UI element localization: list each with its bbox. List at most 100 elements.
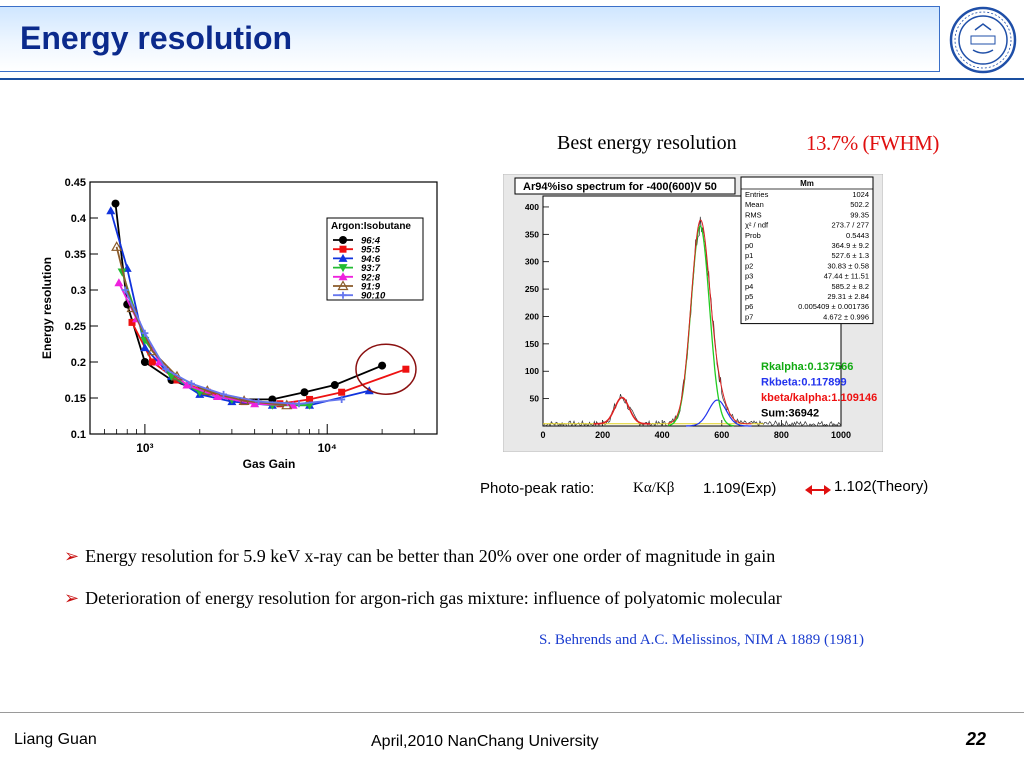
stats-value: 364.9 ± 9.2 — [832, 241, 869, 250]
y-tick-label: 0.3 — [71, 285, 86, 297]
x-tick-label: 400 — [655, 430, 670, 440]
x-tick-label: 0 — [540, 430, 545, 440]
data-point — [338, 253, 348, 262]
y-tick-label: 0.45 — [65, 177, 86, 189]
bullet-item: ➢ Energy resolution for 5.9 keV x-ray can… — [64, 546, 775, 567]
plot-frame — [89, 181, 438, 435]
stats-value: 527.6 ± 1.3 — [832, 251, 869, 260]
stats-value: 4.672 ± 0.996 — [823, 312, 869, 321]
kalpha-fit — [668, 225, 734, 427]
x-tick-label: 800 — [774, 430, 789, 440]
data-point — [111, 241, 123, 251]
y-tick-label: 350 — [525, 229, 539, 239]
total-fit — [668, 219, 752, 425]
stats-value: 0.005409 ± 0.001736 — [798, 302, 869, 311]
bullet-text: Energy resolution for 5.9 keV x-ray can … — [85, 546, 776, 566]
escape-peak-fit — [593, 396, 651, 425]
ratio-theory: 1.102(Theory) — [834, 478, 929, 495]
stats-key: p0 — [745, 241, 753, 250]
data-point — [187, 380, 195, 388]
stats-value: 1024 — [852, 190, 869, 199]
stats-value: 0.5443 — [846, 231, 869, 240]
data-point — [238, 395, 250, 405]
energy-resolution-chart: 0.1 0.15 0.2 0.25 0.3 0.35 0.4 0.45 10³ 10⁴ Gas Ga… — [37, 170, 443, 470]
data-point — [378, 361, 387, 370]
chart-legend: Argon:Isobutane 96:495:594:693:792:891:99… — [326, 217, 424, 302]
highlight-ellipse — [355, 343, 417, 395]
data-point — [330, 381, 339, 390]
stats-value: 273.7 / 277 — [831, 221, 869, 230]
bullet-arrow-icon: ➢ — [64, 546, 80, 566]
data-point — [306, 395, 314, 403]
fit-annotation: Rkalpha:0.137566 — [761, 361, 853, 373]
bullet-arrow-icon: ➢ — [64, 588, 80, 608]
data-point — [162, 365, 170, 373]
ratio-experimental: 1.109(Exp) — [703, 480, 777, 497]
data-point — [212, 392, 222, 401]
stats-key: Entries — [745, 190, 769, 199]
stats-key: p3 — [745, 272, 753, 281]
data-point — [338, 272, 348, 281]
stats-value: 99.35 — [850, 210, 869, 219]
data-point — [126, 302, 138, 313]
legend-entry: 90:10 — [361, 291, 386, 302]
legend-entry: 93:7 — [361, 263, 381, 274]
legend-entry: 91:9 — [361, 282, 381, 293]
double-arrow-icon — [805, 485, 831, 495]
spectrum-chart: Ar94%iso spectrum for -400(600)V 50 50 100… — [503, 174, 883, 452]
stats-value: 30.83 ± 0.58 — [827, 261, 869, 270]
x-axis-label: Gas Gain — [243, 457, 296, 470]
stats-key: Prob — [745, 231, 761, 240]
stats-box: Mm Entries 1024 Mean 502.2 RMS 99.35 χ² / ndf 27… — [740, 176, 874, 325]
y-tick-label: 250 — [525, 284, 539, 294]
data-point — [182, 380, 192, 389]
stats-key: χ² / ndf — [745, 221, 769, 230]
stats-frame — [740, 176, 874, 325]
slide-title: Energy resolution — [20, 20, 293, 56]
chart-background — [37, 170, 443, 470]
x-tick-label: 10⁴ — [318, 441, 337, 455]
bullet-item: ➢ Deterioration of energy resolution for … — [64, 588, 782, 609]
university-seal-icon — [949, 6, 1017, 74]
stats-key: p7 — [745, 312, 753, 321]
stats-key: Mean — [745, 200, 764, 209]
y-tick-label: 150 — [525, 339, 539, 349]
data-point — [128, 318, 136, 326]
data-point — [114, 278, 124, 287]
footer-author: Liang Guan — [14, 731, 97, 748]
data-point — [255, 398, 263, 406]
y-tick-label: 0.25 — [65, 321, 86, 333]
data-point — [106, 206, 116, 215]
stats-value: 47.44 ± 11.51 — [824, 272, 869, 281]
citation: S. Behrends and A.C. Melissinos, NIM A 1… — [539, 632, 865, 648]
series-90-10 — [121, 286, 346, 408]
page-number: 22 — [966, 729, 987, 749]
stats-key: p5 — [745, 292, 753, 301]
footer-divider — [0, 712, 1024, 713]
stats-key: p4 — [745, 282, 753, 291]
ratio-label: Photo-peak ratio: — [480, 480, 595, 497]
legend-entry: 96:4 — [361, 236, 381, 247]
bullet-text: Deterioration of energy resolution for a… — [85, 588, 782, 608]
stats-key: p1 — [745, 251, 753, 260]
y-tick-label: 100 — [525, 366, 539, 376]
stats-key: p2 — [745, 261, 753, 270]
best-resolution-value: 13.7% (FWHM) — [806, 131, 939, 155]
data-point — [402, 365, 410, 373]
y-tick-label: 0.2 — [71, 357, 86, 369]
chart-title: Ar94%iso spectrum for -400(600)V 50 — [523, 181, 717, 193]
data-point — [338, 388, 346, 396]
series-line — [124, 289, 342, 405]
fit-annotation: Rkbeta:0.117899 — [761, 377, 847, 389]
data-point — [148, 358, 156, 366]
data-point — [281, 399, 293, 410]
ratio-symbol: Kα/Kβ — [633, 480, 675, 496]
y-tick-label: 300 — [525, 257, 539, 267]
data-point — [339, 245, 347, 253]
legend-title: Argon:Isobutane — [331, 221, 411, 232]
stats-value: 585.2 ± 8.2 — [832, 282, 869, 291]
y-tick-label: 0.1 — [71, 429, 86, 441]
stats-key: p6 — [745, 302, 753, 311]
stats-value: 502.2 — [850, 200, 869, 209]
x-tick-label: 10³ — [136, 441, 153, 455]
